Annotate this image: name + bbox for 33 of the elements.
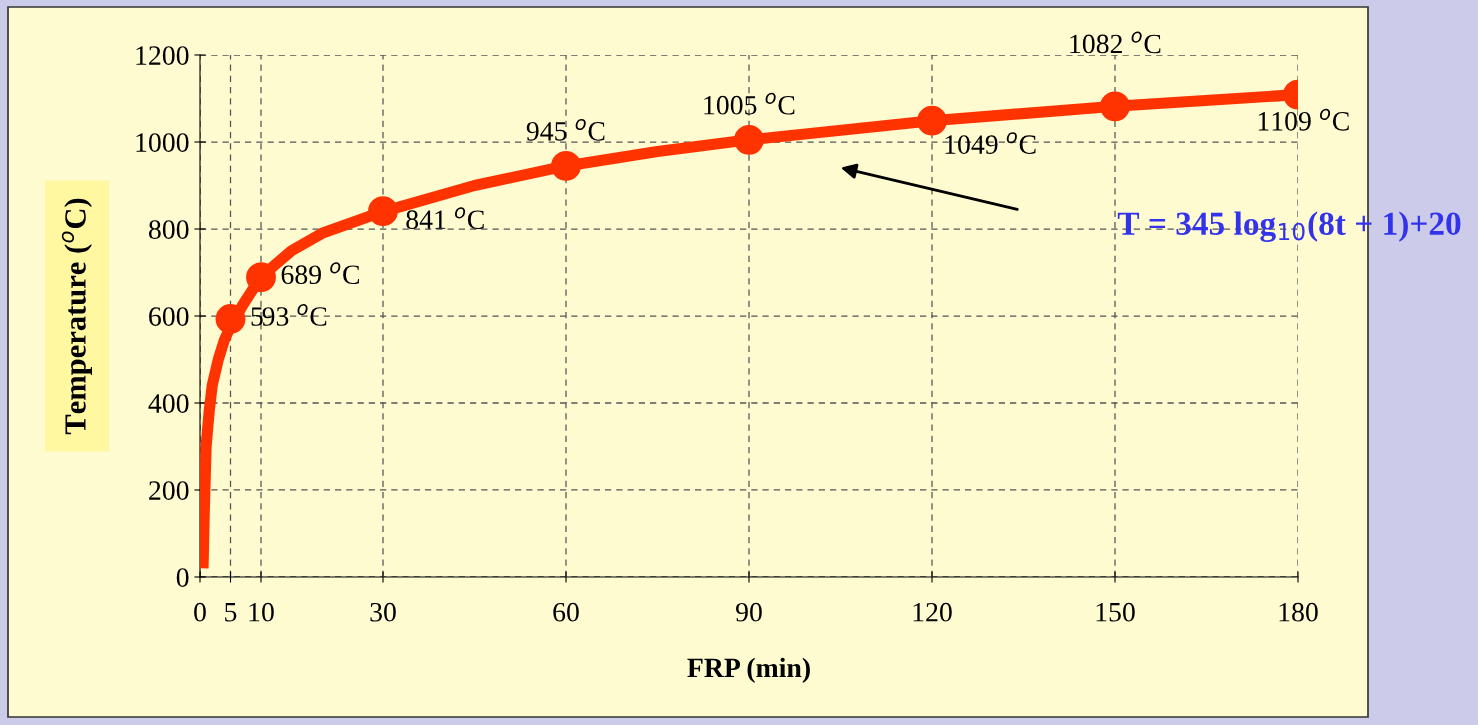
x-tick-label: 10 (249, 602, 274, 622)
x-axis-title: FRP (min) (687, 657, 810, 683)
data-label: 1082 $^{o}$C (1070, 31, 1161, 54)
x-tick-label: 120 (913, 602, 952, 622)
x-tick-label: 150 (1096, 602, 1135, 622)
y-tick-label: 1000 (136, 133, 189, 152)
y-tick-label: 600 (149, 307, 189, 326)
point (1100, 91, 1130, 122)
point (734, 124, 764, 155)
x-tick-label: 5 (225, 603, 237, 622)
data-label: 1109 $^{o}$C (1258, 108, 1349, 131)
x-tick-label: 90 (736, 602, 762, 622)
point (551, 150, 581, 181)
point (215, 304, 246, 334)
y-axis-title: Temperature ($^{o}$C) (61, 198, 92, 435)
y-tick-label: 800 (148, 220, 189, 239)
data-label: 841 $^{o}$C (406, 207, 484, 230)
x-tick-label: 30 (370, 602, 396, 622)
point (246, 262, 276, 293)
data-label: 593 $^{o}$C (251, 304, 327, 326)
x-tick-label: 60 (553, 602, 579, 622)
point (917, 105, 947, 136)
data-label: 1049 $^{o}$C (945, 132, 1036, 154)
y-tick-label: 0 (176, 568, 189, 587)
data-label: 1005 $^{o}$C (704, 92, 795, 115)
y-tick-label: 1200 (136, 46, 189, 65)
y-tick-label: 200 (149, 481, 189, 500)
point (368, 196, 398, 227)
x-tick-label: 180 (1279, 602, 1318, 622)
data-label: 689 $^{o}$C (281, 262, 359, 285)
y-tick-label: 400 (148, 394, 189, 413)
data-label: 945 $^{o}$C (526, 118, 605, 141)
x-tick-label: 0 (194, 602, 206, 622)
